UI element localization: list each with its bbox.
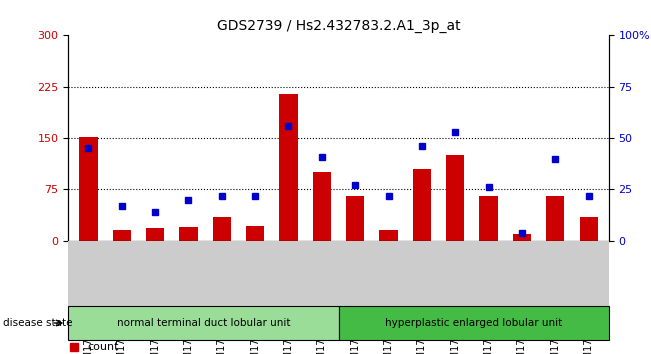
Bar — [179, 227, 198, 241]
Title: GDS2739 / Hs2.432783.2.A1_3p_at: GDS2739 / Hs2.432783.2.A1_3p_at — [217, 19, 460, 33]
Text: hyperplastic enlarged lobular unit: hyperplastic enlarged lobular unit — [385, 318, 562, 328]
Bar — [446, 155, 464, 241]
Bar — [146, 228, 164, 241]
Bar — [579, 217, 598, 241]
Text: normal terminal duct lobular unit: normal terminal duct lobular unit — [117, 318, 290, 328]
Bar — [339, 306, 609, 340]
Bar — [79, 137, 98, 241]
Bar — [312, 172, 331, 241]
Text: count: count — [87, 342, 118, 352]
Bar — [113, 230, 131, 241]
Bar — [546, 196, 564, 241]
Bar — [479, 196, 498, 241]
Bar — [279, 93, 298, 241]
Bar — [246, 225, 264, 241]
Bar — [213, 217, 231, 241]
Text: disease state: disease state — [3, 318, 73, 328]
Bar — [346, 196, 365, 241]
Bar — [413, 169, 431, 241]
Bar — [68, 306, 339, 340]
Bar — [513, 234, 531, 241]
Bar — [380, 230, 398, 241]
